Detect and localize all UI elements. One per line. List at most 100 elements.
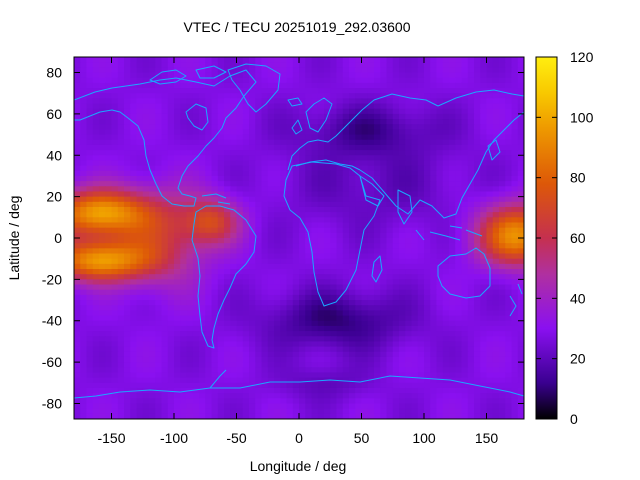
heatmap-cell (505, 103, 513, 110)
heatmap-cell (386, 181, 394, 187)
heatmap-cell (336, 144, 344, 151)
heatmap-cell (174, 108, 181, 115)
heatmap-cell (242, 124, 250, 130)
heatmap-cell (399, 398, 406, 405)
heatmap-cell (511, 274, 519, 280)
heatmap-cell (436, 103, 444, 110)
heatmap-cell (505, 108, 513, 115)
heatmap-cell (192, 160, 200, 167)
heatmap-cell (330, 150, 338, 156)
heatmap-cell (167, 160, 175, 167)
heatmap-cell (436, 119, 444, 125)
heatmap-cell (99, 206, 106, 213)
heatmap-cell (342, 175, 350, 182)
heatmap-cell (117, 413, 125, 419)
heatmap-cell (449, 150, 456, 156)
heatmap-cell (224, 82, 231, 89)
heatmap-cell (405, 181, 413, 187)
heatmap-cell (424, 294, 431, 301)
heatmap-cell (286, 57, 294, 63)
heatmap-cell (317, 232, 325, 239)
heatmap-cell (211, 300, 219, 306)
heatmap-cell (449, 289, 456, 296)
heatmap-cell (349, 284, 356, 291)
heatmap-cell (361, 139, 369, 146)
heatmap-cell (167, 398, 175, 405)
heatmap-cell (186, 124, 194, 130)
heatmap-cell (511, 201, 519, 208)
heatmap-cell (236, 351, 244, 358)
heatmap-cell (161, 284, 169, 291)
heatmap-cell (492, 377, 500, 384)
heatmap-cell (430, 284, 438, 291)
heatmap-cell (311, 253, 319, 260)
heatmap-cell (242, 212, 250, 218)
heatmap-cell (236, 393, 244, 399)
heatmap-cell (392, 67, 400, 74)
heatmap-cell (92, 212, 100, 218)
heatmap-cell (186, 119, 194, 125)
heatmap-cell (349, 253, 356, 260)
heatmap-cell (292, 238, 300, 244)
heatmap-cell (392, 269, 400, 275)
heatmap-cell (261, 253, 269, 260)
heatmap-cell (199, 315, 206, 322)
heatmap-cell (461, 263, 469, 270)
heatmap-cell (224, 186, 231, 193)
heatmap-cell (505, 160, 513, 167)
heatmap-cell (511, 356, 519, 363)
heatmap-cell (286, 336, 294, 343)
heatmap-cell (449, 367, 456, 374)
heatmap-cell (455, 300, 463, 306)
heatmap-cell (486, 325, 494, 332)
heatmap-cell (217, 98, 225, 105)
heatmap-cell (80, 274, 88, 280)
heatmap-cell (424, 144, 431, 151)
heatmap-cell (474, 387, 481, 394)
heatmap-cell (80, 67, 88, 74)
heatmap-cell (374, 341, 381, 348)
heatmap-cell (199, 367, 206, 374)
heatmap-cell (86, 274, 94, 280)
heatmap-cell (499, 191, 506, 198)
heatmap-cell (324, 315, 331, 322)
heatmap-cell (461, 227, 469, 234)
heatmap-cell (367, 238, 375, 244)
heatmap-cell (161, 201, 169, 208)
heatmap-cell (349, 150, 356, 156)
heatmap-cell (317, 362, 325, 368)
heatmap-cell (105, 103, 113, 110)
heatmap-cell (505, 393, 513, 399)
heatmap-cell (192, 284, 200, 291)
heatmap-cell (449, 253, 456, 260)
heatmap-cell (474, 72, 481, 79)
heatmap-cell (442, 315, 450, 322)
heatmap-cell (367, 98, 375, 105)
heatmap-cell (74, 175, 81, 182)
heatmap-cell (349, 222, 356, 229)
heatmap-cell (280, 93, 288, 99)
heatmap-cell (336, 320, 344, 327)
heatmap-cell (486, 408, 494, 415)
heatmap-cell (261, 72, 269, 79)
heatmap-cell (486, 57, 494, 63)
heatmap-cell (261, 367, 269, 374)
heatmap-cell (224, 170, 231, 177)
heatmap-cell (355, 88, 363, 94)
heatmap-cell (161, 150, 169, 156)
heatmap-cell (436, 155, 444, 162)
heatmap-cell (336, 134, 344, 141)
heatmap-cell (267, 300, 275, 306)
heatmap-cell (449, 108, 456, 115)
heatmap-cell (349, 227, 356, 234)
heatmap-cell (367, 150, 375, 156)
heatmap-cell (186, 201, 194, 208)
heatmap-cell (261, 382, 269, 389)
heatmap-cell (392, 217, 400, 224)
heatmap-cell (99, 232, 106, 239)
heatmap-cell (311, 217, 319, 224)
heatmap-cell (336, 124, 344, 130)
heatmap-cell (117, 325, 125, 332)
heatmap-cell (299, 336, 306, 343)
heatmap-cell (430, 336, 438, 343)
